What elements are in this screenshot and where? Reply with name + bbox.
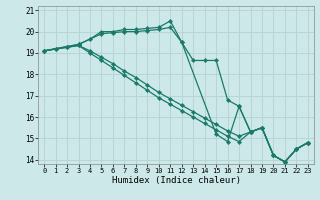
X-axis label: Humidex (Indice chaleur): Humidex (Indice chaleur) bbox=[111, 176, 241, 185]
